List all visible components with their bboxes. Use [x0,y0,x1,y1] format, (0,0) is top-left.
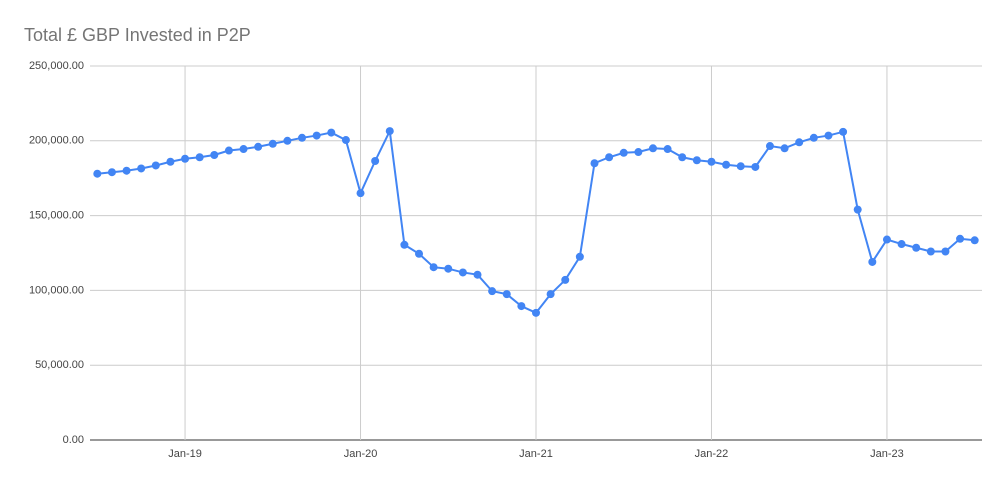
data-point [181,154,190,163]
data-point [151,161,160,170]
data-point [356,189,365,198]
data-point [809,133,818,142]
data-point [678,153,687,162]
data-point [897,240,906,249]
data-point [663,145,672,154]
data-point [458,268,467,277]
data-point [341,136,350,145]
data-point [546,290,555,299]
data-point [429,263,438,272]
data-point [926,247,935,256]
x-tick-label: Jan-19 [168,448,202,460]
y-tick-label: 0.00 [63,434,84,446]
data-point [956,234,965,243]
data-point [195,153,204,162]
data-point [239,145,248,154]
data-point [371,156,380,165]
data-point [400,240,409,249]
data-point [210,151,219,160]
data-point [137,164,146,173]
data-point [839,127,848,136]
data-point [532,308,540,317]
data-point [882,235,891,244]
data-point [765,142,774,151]
data-point [970,236,979,245]
data-point [868,257,877,266]
x-tick-label: Jan-20 [344,448,378,460]
x-tick-label: Jan-23 [870,448,904,460]
data-point [517,302,526,311]
y-tick-label: 100,000.00 [29,284,84,296]
data-point [853,205,862,214]
data-point [254,142,263,151]
y-tick-label: 250,000.00 [29,60,84,72]
data-point [283,136,292,145]
data-point [736,162,745,171]
y-tick-label: 200,000.00 [29,135,84,147]
data-point [224,146,233,155]
data-point [590,159,599,168]
data-point [751,162,760,171]
data-point [122,166,131,175]
data-point [722,160,731,169]
data-point [619,148,628,157]
y-tick-label: 150,000.00 [29,210,84,222]
data-point [780,144,789,153]
data-point [312,131,321,140]
data-point [502,290,511,299]
data-point [634,148,643,157]
data-point [692,156,701,165]
x-tick-label: Jan-22 [695,448,729,460]
data-point [268,139,277,148]
data-point [473,270,482,279]
y-tick-label: 50,000.00 [35,359,84,371]
chart-title: Total £ GBP Invested in P2P [24,25,251,45]
data-point [107,168,116,177]
data-point [298,133,307,142]
x-tick-label: Jan-21 [519,448,553,460]
data-point [795,138,804,147]
data-point [824,131,833,140]
data-point [166,157,175,166]
data-point [605,153,614,162]
data-point [385,127,394,136]
data-point [707,157,716,166]
data-point [327,128,336,137]
data-point [93,169,102,178]
data-point [912,243,921,252]
data-point [575,252,584,261]
data-point [941,247,950,256]
data-point [444,264,453,273]
data-point [415,249,424,258]
data-point [648,144,657,153]
data-point [488,287,497,296]
data-point [561,275,570,284]
